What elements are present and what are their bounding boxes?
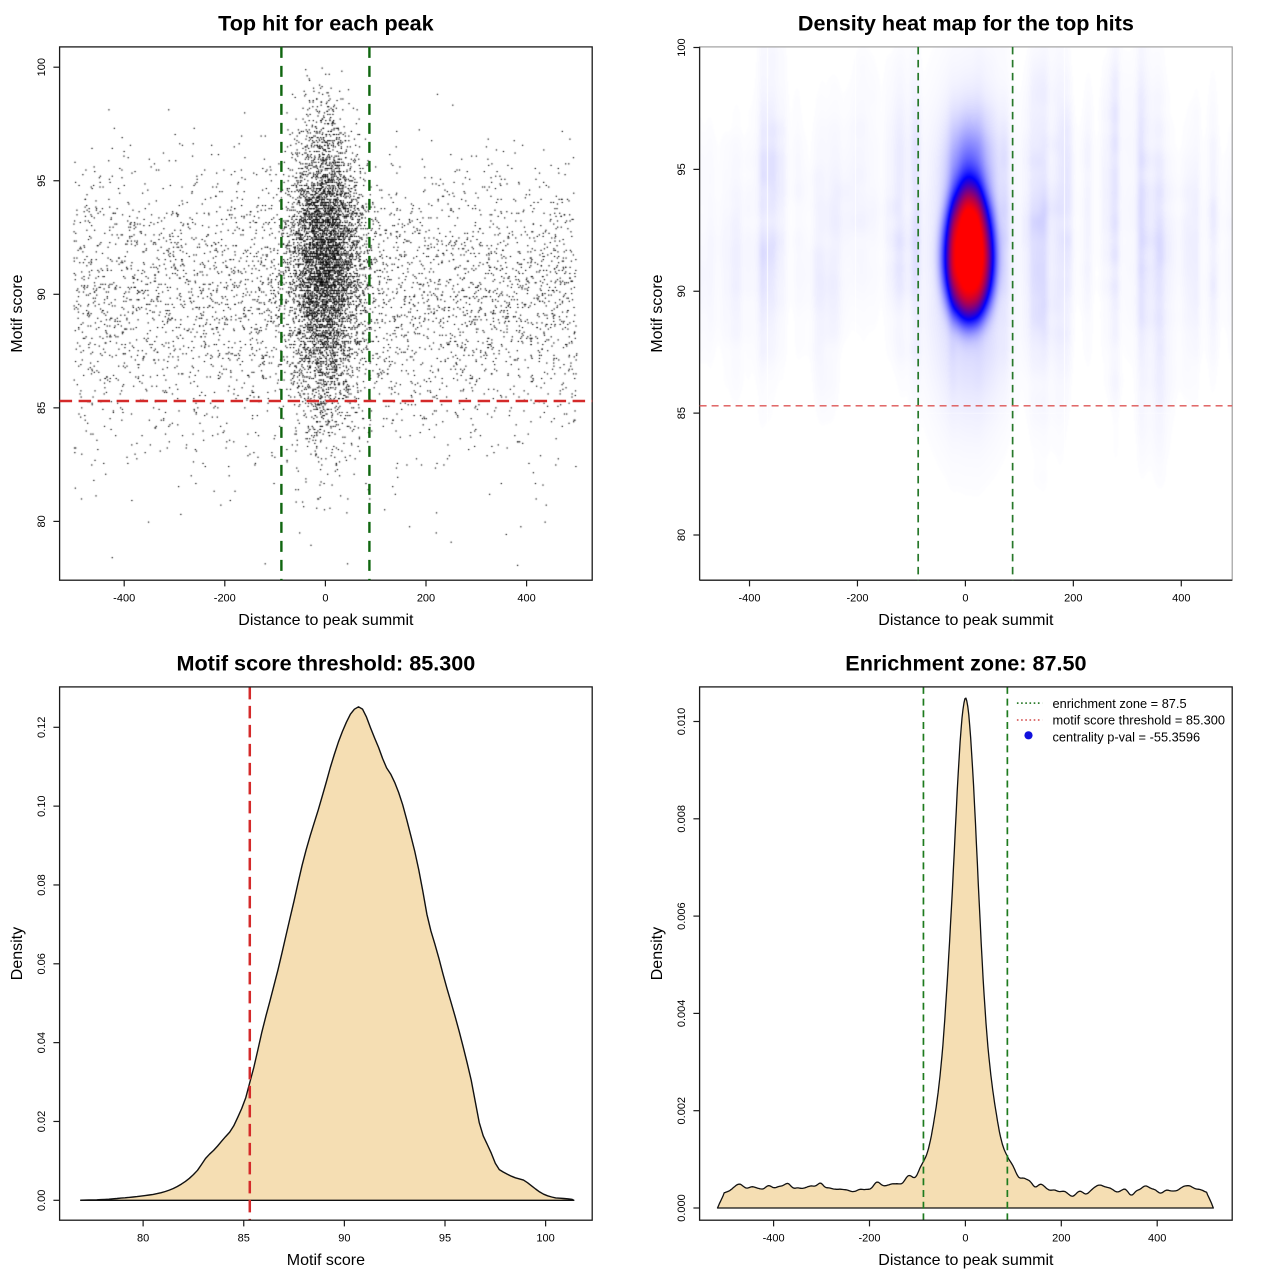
svg-text:85: 85: [676, 407, 688, 419]
svg-text:Top hit for each peak: Top hit for each peak: [218, 11, 435, 36]
svg-text:95: 95: [676, 163, 688, 175]
svg-text:centrality p-val = -55.3596: centrality p-val = -55.3596: [1053, 730, 1201, 745]
svg-text:0: 0: [322, 593, 328, 605]
svg-text:Motif score: Motif score: [287, 1252, 365, 1269]
svg-text:400: 400: [517, 593, 535, 605]
svg-text:100: 100: [36, 58, 48, 76]
svg-text:0.02: 0.02: [36, 1111, 48, 1132]
svg-text:0.002: 0.002: [676, 1097, 688, 1125]
svg-text:400: 400: [1172, 593, 1190, 605]
svg-text:85: 85: [238, 1233, 250, 1245]
svg-text:0.10: 0.10: [36, 795, 48, 816]
svg-text:0.006: 0.006: [676, 902, 688, 930]
svg-text:0.010: 0.010: [676, 708, 688, 736]
svg-text:-400: -400: [763, 1233, 785, 1245]
svg-text:0.08: 0.08: [36, 874, 48, 895]
svg-text:0.12: 0.12: [36, 717, 48, 738]
svg-text:-200: -200: [846, 593, 868, 605]
svg-text:Motif score threshold: 85.300: Motif score threshold: 85.300: [177, 651, 476, 676]
svg-text:0.004: 0.004: [676, 1000, 688, 1028]
svg-text:0: 0: [962, 593, 968, 605]
svg-text:Distance to peak summit: Distance to peak summit: [238, 612, 414, 629]
svg-text:enrichment zone = 87.5: enrichment zone = 87.5: [1053, 696, 1187, 711]
svg-text:90: 90: [36, 288, 48, 300]
svg-text:0.04: 0.04: [36, 1032, 48, 1053]
svg-text:0.00: 0.00: [36, 1190, 48, 1211]
svg-text:95: 95: [439, 1233, 451, 1245]
svg-text:-400: -400: [113, 593, 135, 605]
svg-text:200: 200: [1064, 593, 1082, 605]
svg-text:motif score threshold = 85.300: motif score threshold = 85.300: [1053, 713, 1226, 728]
svg-text:95: 95: [36, 175, 48, 187]
svg-text:Density: Density: [649, 927, 666, 980]
svg-text:Density: Density: [9, 927, 26, 980]
svg-text:85: 85: [36, 402, 48, 414]
svg-text:-200: -200: [214, 593, 236, 605]
svg-text:Motif score: Motif score: [649, 274, 666, 352]
svg-text:80: 80: [36, 515, 48, 527]
svg-text:0: 0: [962, 1233, 968, 1245]
svg-text:90: 90: [676, 285, 688, 297]
svg-text:0.008: 0.008: [676, 805, 688, 833]
svg-text:-400: -400: [738, 593, 760, 605]
svg-text:Density heat map for the top h: Density heat map for the top hits: [798, 11, 1134, 36]
svg-text:200: 200: [417, 593, 435, 605]
svg-text:Distance to peak summit: Distance to peak summit: [878, 612, 1054, 629]
svg-text:0.000: 0.000: [676, 1194, 688, 1222]
svg-text:0.06: 0.06: [36, 953, 48, 974]
svg-text:Enrichment zone: 87.50: Enrichment zone: 87.50: [845, 651, 1086, 676]
svg-text:80: 80: [137, 1233, 149, 1245]
svg-text:Distance to peak summit: Distance to peak summit: [878, 1252, 1054, 1269]
svg-text:100: 100: [676, 38, 688, 56]
svg-text:200: 200: [1052, 1233, 1070, 1245]
svg-text:90: 90: [338, 1233, 350, 1245]
svg-text:Motif score: Motif score: [9, 274, 26, 352]
svg-text:100: 100: [536, 1233, 554, 1245]
svg-text:400: 400: [1148, 1233, 1166, 1245]
svg-text:-200: -200: [858, 1233, 880, 1245]
svg-text:80: 80: [676, 529, 688, 541]
